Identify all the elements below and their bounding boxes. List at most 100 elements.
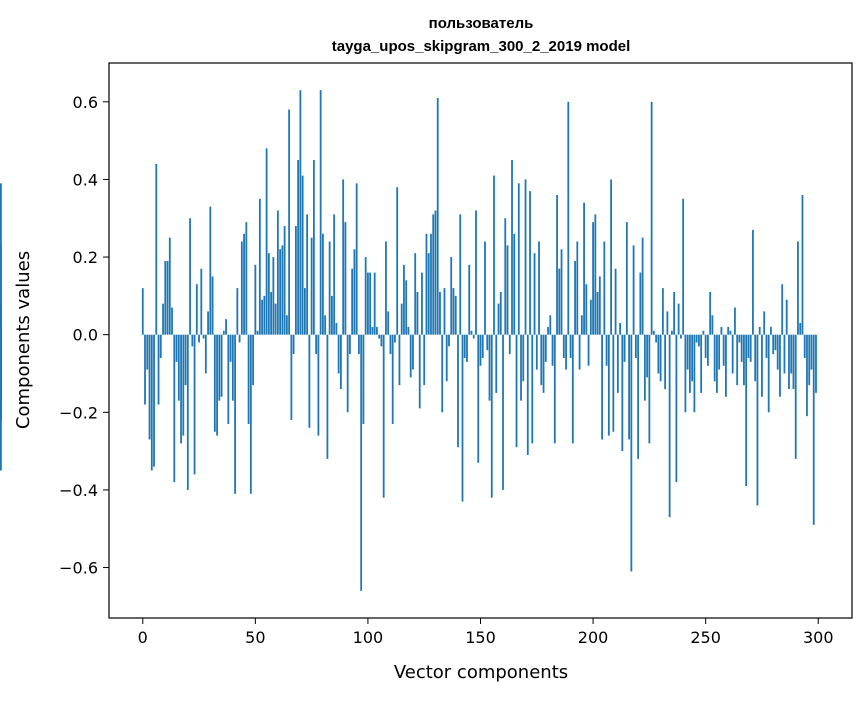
bar: [727, 326, 730, 335]
bar: [567, 101, 570, 335]
bar: [679, 334, 682, 339]
bar: [288, 109, 291, 335]
bar: [580, 315, 583, 335]
bar: [306, 214, 309, 335]
bar: [159, 334, 162, 358]
bar: [583, 202, 585, 335]
bar: [0, 334, 2, 386]
bar: [148, 334, 151, 440]
bar: [240, 241, 243, 335]
bar: [743, 334, 745, 386]
bar: [216, 334, 218, 436]
bar: [297, 160, 300, 335]
bar: [610, 179, 612, 335]
bar: [499, 291, 502, 335]
y-tick-label: 0.6: [73, 93, 98, 112]
bar: [391, 334, 394, 424]
bar: [335, 323, 338, 335]
bar: [589, 299, 592, 335]
bar: [461, 334, 464, 502]
bar: [472, 334, 475, 339]
bar: [141, 288, 144, 335]
bar: [815, 334, 817, 393]
bar: [722, 334, 725, 366]
bar: [702, 330, 705, 335]
bar: [301, 175, 304, 335]
bar: [797, 241, 799, 335]
bar: [488, 334, 491, 401]
bar: [549, 315, 552, 335]
bar: [202, 334, 205, 339]
bar: [738, 334, 741, 343]
bar: [799, 323, 802, 335]
bar: [682, 198, 685, 335]
bar: [349, 334, 351, 355]
bar: [754, 334, 757, 382]
bar: [166, 260, 169, 335]
bar: [812, 334, 815, 525]
bar: [177, 334, 180, 401]
bar: [781, 284, 784, 335]
bar: [450, 257, 453, 335]
bar: [220, 334, 223, 397]
bar: [364, 257, 367, 335]
bar: [716, 334, 718, 393]
bar: [481, 334, 484, 358]
bar: [198, 334, 200, 343]
bar: [565, 334, 567, 370]
bar: [765, 334, 768, 358]
bar: [153, 334, 155, 467]
bar: [346, 334, 349, 413]
bar: [412, 334, 414, 370]
bar: [625, 222, 628, 335]
bar: [211, 276, 214, 335]
bar: [657, 334, 660, 374]
bar: [551, 334, 554, 366]
y-tick-label: 0.2: [73, 248, 98, 267]
bar: [779, 334, 781, 397]
bar: [574, 260, 576, 335]
bar: [308, 334, 311, 428]
bar: [144, 334, 146, 405]
bar: [466, 334, 468, 362]
bar: [423, 334, 426, 386]
bar: [432, 214, 435, 335]
bar: [486, 334, 489, 351]
bar: [274, 303, 277, 335]
y-axis-ticks: −0.6 −0.4 −0.2 0.0 0.2 0.4 0.6: [59, 93, 109, 578]
bar: [321, 233, 324, 335]
bar: [698, 334, 700, 347]
bar: [222, 330, 225, 335]
x-axis-label: Vector components: [394, 662, 568, 683]
bar: [245, 222, 248, 335]
bar: [475, 210, 477, 335]
bar: [686, 334, 689, 370]
bar: [659, 334, 662, 382]
bar: [785, 299, 788, 335]
bar: [421, 272, 423, 335]
bar: [623, 334, 626, 362]
bar: [520, 334, 522, 401]
bar: [522, 334, 525, 382]
bar: [632, 245, 635, 335]
bar: [643, 334, 646, 401]
bar: [463, 334, 466, 358]
plot-frame: [108, 62, 853, 619]
bar: [731, 334, 734, 374]
bar: [729, 330, 732, 335]
bar: [553, 334, 556, 444]
bar: [515, 334, 518, 448]
bar: [612, 334, 615, 432]
bar: [441, 334, 444, 413]
bar: [477, 334, 480, 463]
bar: [704, 334, 707, 358]
bar: [193, 334, 196, 475]
bar: [770, 326, 772, 335]
bar: [788, 334, 790, 390]
bar: [650, 101, 653, 335]
bar: [292, 334, 295, 355]
bar: [254, 264, 257, 335]
bar: [184, 334, 187, 386]
bar: [776, 334, 779, 370]
bar: [387, 311, 390, 335]
